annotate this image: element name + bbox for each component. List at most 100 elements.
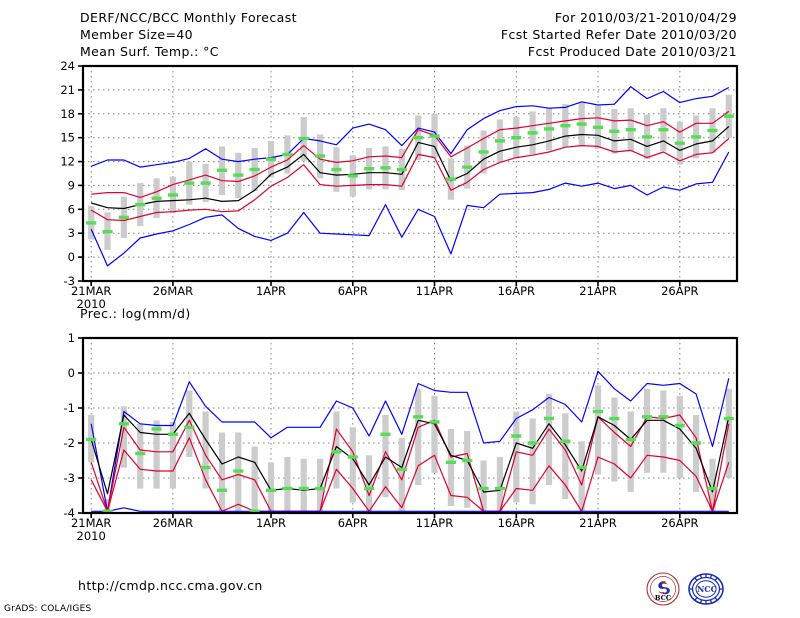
spread-bar — [349, 427, 356, 503]
y-axis-precipitation-log: -4 -3 -2 -1 0 1 — [64, 331, 83, 520]
spread-bar — [545, 394, 553, 485]
x-tick-label: 21APR — [579, 284, 616, 298]
forecast-produced-date-label: Fcst Produced Date 2010/03/21 — [527, 44, 737, 59]
spread-bar — [137, 423, 144, 489]
x-tick-label: 21APR — [579, 516, 616, 530]
x-tick-label: 26MAR — [153, 284, 193, 298]
x-tick-label: 21MAR — [71, 284, 111, 298]
spread-bar — [676, 395, 683, 479]
spread-bar — [120, 406, 127, 468]
y-tick-label: 12 — [60, 155, 75, 169]
x-tick-label: 6APR — [338, 284, 368, 298]
spread-bar — [186, 390, 193, 457]
svg-text:NCC: NCC — [697, 584, 717, 594]
x-tick-label: 26MAR — [153, 516, 193, 530]
y-tick-label: 24 — [60, 59, 75, 73]
spread-bar — [693, 415, 700, 492]
spread-bar — [562, 413, 569, 500]
spread-bar — [513, 411, 520, 503]
series-line-lower_quartile — [90, 138, 730, 222]
y-tick-label: -3 — [64, 471, 75, 485]
spread-bar — [529, 418, 536, 505]
series-line-mean — [90, 412, 730, 495]
x-axis-year-label: 2010 — [77, 529, 106, 543]
series-line-upper_quartile — [91, 110, 730, 198]
spread-bar — [431, 395, 438, 473]
spread-bar — [284, 457, 291, 512]
spread-bar — [300, 458, 307, 512]
y-tick-label: 1 — [68, 331, 75, 345]
y-tick-label: 18 — [60, 107, 75, 121]
spread-bar — [725, 388, 732, 479]
cmdp-url-link[interactable]: http://cmdp.ncc.cma.gov.cn — [78, 578, 263, 593]
series-line-max — [90, 370, 730, 512]
x-tick-label: 26APR — [661, 284, 698, 298]
y-tick-label: -4 — [64, 506, 75, 520]
member-size-label: Member Size=40 — [80, 27, 194, 42]
spread-bar — [202, 411, 209, 489]
y-tick-label: 21 — [60, 83, 75, 97]
y-tick-label: 6 — [68, 202, 75, 216]
spread-bar — [611, 397, 618, 482]
y-tick-label: -2 — [64, 436, 75, 450]
series-line-upper_quartile — [90, 414, 730, 512]
spread-bar — [267, 462, 275, 512]
page-title: DERF/NCC/BCC Monthly Forecast — [80, 10, 297, 25]
gridlines-vertical-surface-temperature — [90, 66, 681, 281]
spread-bar — [317, 458, 324, 512]
plot-frame-surface-temperature — [81, 64, 739, 283]
spread-bar — [594, 385, 602, 475]
x-tick-label: 16APR — [498, 284, 535, 298]
top-panel-variable-label: Mean Surf. Temp.: °C — [80, 44, 219, 59]
x-tick-label: 1APR — [256, 516, 286, 530]
forecast-started-refer-date-label: Fcst Started Refer Date 2010/03/20 — [500, 27, 737, 42]
spread-bar — [496, 457, 503, 512]
y-tick-label: 0 — [68, 250, 75, 264]
spread-bar — [578, 441, 585, 512]
median-markers-surface-temperature — [86, 114, 734, 234]
y-axis-surface-temperature: -3 0 3 6 9 12 15 18 21 24 — [60, 59, 83, 288]
spread-bar — [660, 390, 667, 473]
x-tick-label: 11APR — [416, 284, 453, 298]
y-tick-label: 0 — [68, 366, 75, 380]
bottom-panel-variable-label: Prec.: log(mm/d) — [80, 306, 191, 321]
x-axis-precipitation-log: 21MAR 26MAR 1APR 6APR 11APR 16APR 21APR 26APR 20… — [71, 513, 699, 543]
x-axis-year-label: 2010 — [77, 297, 106, 311]
spread-bar — [169, 422, 176, 489]
svg-text:BCC: BCC — [655, 594, 671, 602]
x-tick-label: 26APR — [661, 516, 698, 530]
y-tick-label: 3 — [68, 226, 75, 240]
bcc-logo: BCC — [646, 572, 680, 606]
grads-credit-label: GrADS: COLA/IGES — [4, 604, 92, 614]
series-line-min — [90, 151, 730, 267]
series-line-mean — [91, 126, 730, 210]
spread-bar — [398, 437, 405, 512]
y-tick-label: 9 — [68, 178, 75, 192]
spread-bar — [333, 411, 340, 489]
median-markers-precipitation-log — [86, 409, 734, 513]
spread-bar — [251, 446, 258, 512]
spread-bar — [218, 432, 226, 512]
spread-bar — [627, 411, 634, 492]
x-tick-label: 11APR — [416, 516, 453, 530]
series-line-lower_quartile — [90, 437, 730, 512]
spread-bar — [480, 460, 487, 512]
spread-bar — [104, 499, 111, 512]
series-line-max — [90, 86, 730, 168]
spread-bar — [366, 455, 373, 512]
y-tick-label: 15 — [60, 131, 75, 145]
gridlines-horizontal-surface-temperature — [83, 89, 737, 258]
plot-frame-precipitation-log — [81, 336, 739, 515]
spread-bar — [153, 420, 160, 489]
x-tick-label: 1APR — [256, 284, 286, 298]
y-tick-label: -3 — [64, 274, 75, 288]
spread-bar — [709, 458, 716, 512]
gridlines-horizontal-precipitation-log — [83, 372, 737, 479]
x-tick-label: 21MAR — [71, 516, 111, 530]
spread-bar — [447, 429, 454, 506]
chart-panel-surface-temperature: -3 0 3 6 9 12 15 18 21 24 21MAR 26MAR 1APR 6APR 11APR 1… — [60, 59, 739, 311]
x-tick-label: 6APR — [338, 516, 368, 530]
